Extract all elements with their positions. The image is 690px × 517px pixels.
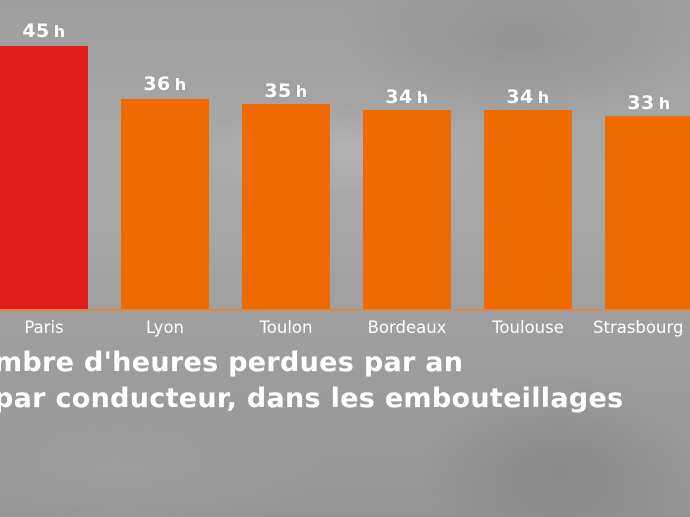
bar-toulouse [484,110,572,309]
category-label-lyon: Lyon [146,318,184,337]
bar-toulon [242,104,330,309]
chart-title-line-1: mbre d'heures perdues par an [0,347,464,378]
category-label-toulon: Toulon [259,318,313,337]
value-label-lyon: 36 h [143,73,187,95]
bar-lyon [121,99,209,309]
value-label-toulon: 35 h [264,80,308,102]
category-label-paris: Paris [24,318,64,337]
category-label-strasbourg: Strasbourg [593,318,684,337]
category-label-bordeaux: Bordeaux [367,318,447,337]
bar-bordeaux [363,110,451,309]
category-label-toulouse: Toulouse [492,318,564,337]
value-label-paris: 45 h [22,20,66,42]
bar-strasbourg [605,116,690,309]
value-label-toulouse: 34 h [506,86,550,108]
x-axis-baseline [0,309,690,311]
chart-title-line-2: par conducteur, dans les embouteillages [0,383,624,414]
value-label-bordeaux: 34 h [385,86,429,108]
value-label-strasbourg: 33 h [627,92,671,114]
bar-paris [0,46,88,309]
